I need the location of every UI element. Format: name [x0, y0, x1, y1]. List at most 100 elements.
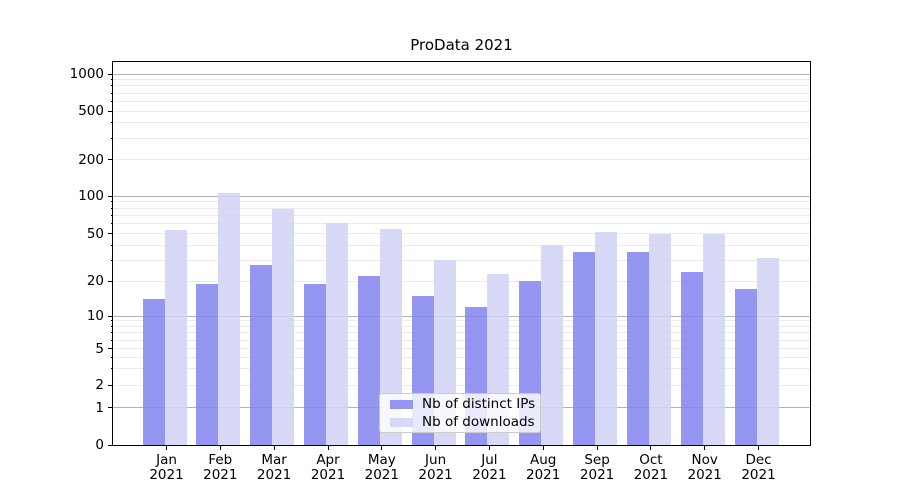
y-tick-label: 0	[95, 437, 104, 453]
x-tick-label-month: Apr	[316, 452, 340, 468]
y-minor-tick-mark	[110, 320, 113, 322]
y-minor-tick-mark	[110, 110, 113, 112]
bar-distinct-ips-dec	[734, 289, 757, 445]
y-minor-tick-mark	[110, 122, 113, 124]
x-tick-label-year: 2021	[741, 467, 776, 483]
x-tick-label: Nov 2021	[673, 453, 737, 483]
gridline-minor	[113, 223, 810, 225]
y-tick-mark	[108, 315, 113, 317]
y-tick-mark	[108, 407, 113, 408]
y-minor-tick-mark	[110, 244, 113, 246]
gridline-major	[113, 73, 810, 75]
x-tick-label: Aug 2021	[511, 453, 575, 483]
x-tick-mark	[758, 446, 759, 450]
gridline-minor	[113, 85, 810, 87]
bar-downloads-aug	[541, 245, 564, 445]
y-minor-tick-mark	[110, 223, 113, 225]
y-minor-tick-mark	[110, 137, 113, 139]
x-tick-label-year: 2021	[526, 467, 561, 483]
gridline-minor	[113, 259, 810, 261]
y-minor-tick-mark	[110, 339, 113, 341]
x-tick-mark	[435, 446, 437, 450]
y-tick-label: 1	[95, 399, 104, 416]
x-tick-label: Dec 2021	[727, 453, 791, 483]
x-tick-label-month: May	[367, 452, 396, 468]
y-tick-label: 2	[95, 377, 104, 393]
x-tick-label-year: 2021	[364, 467, 399, 483]
gridline-minor	[113, 201, 810, 203]
gridline-minor	[113, 92, 810, 94]
bar-downloads-nov	[702, 233, 725, 445]
x-tick-mark	[704, 446, 706, 450]
bar-distinct-ips-jan	[142, 299, 165, 445]
y-minor-tick-mark	[110, 92, 113, 94]
x-tick-mark	[650, 446, 652, 450]
bar-distinct-ips-feb	[196, 283, 219, 445]
x-tick-label-month: Dec	[745, 452, 772, 468]
gridline-major	[113, 195, 810, 197]
legend: Nb of distinct IPs Nb of downloads	[379, 393, 541, 433]
bar-downloads-mar	[272, 209, 295, 445]
y-minor-tick-mark	[110, 368, 113, 370]
x-tick-label: Mar 2021	[242, 453, 306, 483]
legend-swatch-distinct-ips	[390, 399, 413, 409]
gridline-minor	[113, 384, 810, 386]
x-tick-label-year: 2021	[256, 467, 292, 483]
bar-distinct-ips-oct	[626, 252, 649, 445]
bar-downloads-may	[379, 229, 402, 445]
x-tick-label: Jul 2021	[457, 453, 521, 483]
gridline-minor	[113, 339, 810, 341]
y-tick-mark	[108, 195, 113, 197]
bar-downloads-feb	[218, 193, 241, 445]
x-tick-label: Sep 2021	[565, 453, 629, 483]
y-minor-tick-mark	[110, 326, 113, 327]
bar-downloads-sep	[595, 232, 618, 445]
y-minor-tick-mark	[110, 348, 113, 349]
y-minor-tick-mark	[110, 356, 113, 358]
y-minor-tick-mark	[110, 214, 113, 216]
x-tick-label-year: 2021	[203, 467, 238, 483]
chart-title: ProData 2021	[410, 36, 513, 54]
gridline-minor	[113, 332, 810, 334]
x-tick-label-year: 2021	[472, 467, 507, 483]
x-tick-label-month: Mar	[261, 452, 287, 468]
bar-distinct-ips-may	[357, 276, 380, 445]
bar-downloads-dec	[756, 258, 779, 445]
x-tick-label-year: 2021	[149, 467, 184, 483]
x-tick-label-month: Jul	[481, 452, 498, 468]
y-tick-mark	[108, 73, 113, 75]
x-tick-mark	[488, 446, 490, 450]
x-tick-label-month: Nov	[691, 452, 718, 468]
legend-item-downloads: Nb of downloads	[386, 414, 535, 430]
y-tick-label: 200	[78, 151, 104, 168]
x-tick-mark	[166, 446, 167, 450]
legend-item-distinct-ips: Nb of distinct IPs	[386, 396, 535, 412]
bar-distinct-ips-apr	[304, 283, 326, 445]
y-minor-tick-mark	[110, 280, 113, 282]
x-tick-label-month: Jan	[156, 452, 177, 468]
gridline-minor	[113, 110, 810, 112]
x-tick-mark	[273, 446, 275, 450]
gridline-minor	[113, 79, 810, 81]
x-tick-mark	[596, 446, 598, 450]
x-tick-label: Jun 2021	[404, 453, 468, 483]
x-tick-label-year: 2021	[687, 467, 722, 483]
x-tick-label-year: 2021	[579, 467, 615, 483]
y-tick-label: 100	[78, 188, 104, 204]
bar-distinct-ips-sep	[573, 252, 596, 445]
x-tick-mark	[542, 446, 544, 450]
gridline-minor	[113, 100, 810, 102]
gridline-minor	[113, 280, 810, 282]
gridline-major	[113, 315, 810, 317]
gridline-minor	[113, 348, 810, 349]
gridline-minor	[113, 122, 810, 124]
x-tick-label-month: Jun	[425, 452, 447, 468]
gridline-minor	[113, 233, 810, 234]
y-minor-tick-mark	[110, 79, 113, 81]
y-tick-label: 500	[78, 103, 104, 119]
x-tick-label-month: Oct	[639, 452, 663, 468]
x-tick-label: Jan 2021	[135, 453, 199, 483]
legend-label-downloads: Nb of downloads	[422, 414, 535, 430]
bar-downloads-jan	[164, 230, 187, 445]
bar-downloads-oct	[648, 233, 671, 445]
